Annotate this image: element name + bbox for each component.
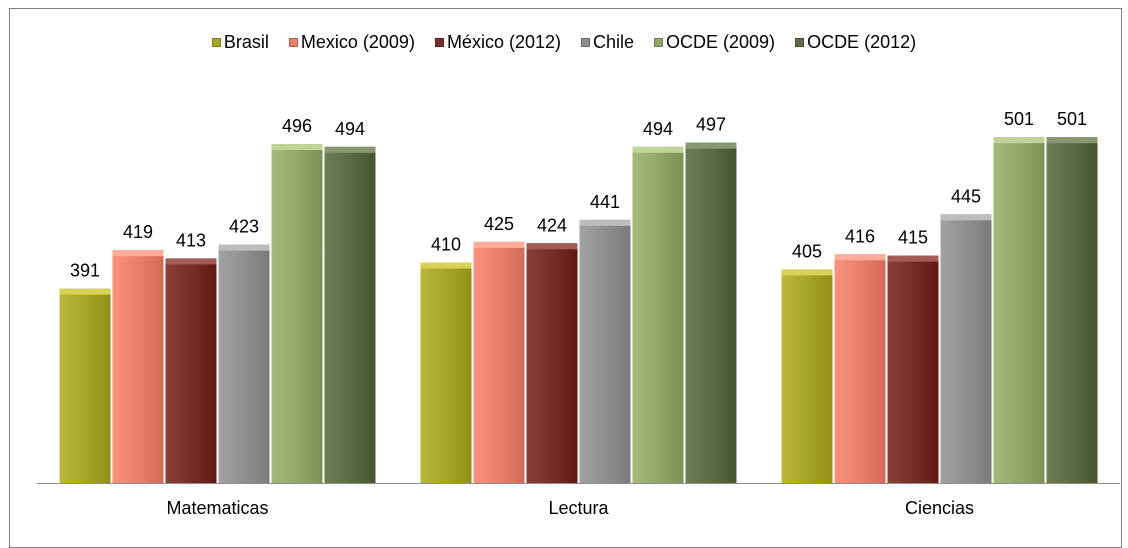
bar-top-bevel [59,288,111,295]
legend-item: Mexico (2009) [288,32,415,53]
data-label: 405 [792,241,822,261]
legend-item: México (2012) [434,32,561,53]
data-label: 494 [335,119,365,139]
legend-label: Chile [592,32,635,52]
bar-top-bevel [940,214,992,221]
data-label: 413 [176,230,206,250]
legend-label: OCDE (2012) [807,32,917,52]
bar-top-bevel [324,146,376,153]
legend-item: Brasil [211,32,269,53]
legend-swatch [288,38,298,47]
legend-item: OCDE (2012) [795,32,916,53]
bar [1046,137,1098,483]
bar-top-bevel [420,262,472,269]
bar [271,144,323,484]
bar-top-bevel [887,255,939,262]
bar-top-bevel [271,144,323,151]
bar-chart: 391 419 413 423 496 494 Matematicas 410 425 424 44… [37,109,1120,518]
legend-swatch [654,38,664,47]
data-label: 419 [123,222,153,242]
legend-label: OCDE (2009) [666,32,776,52]
bar-top-bevel [781,269,833,276]
legend-swatch [580,38,590,47]
bar [420,262,472,483]
legend-item: Chile [580,32,635,53]
bar [887,255,939,483]
bar-top-bevel [1046,137,1098,144]
data-label: 391 [70,261,100,281]
data-label: 445 [951,186,981,206]
legend-label: Mexico (2009) [300,32,415,52]
bar-top-bevel [526,243,578,250]
bar [993,137,1045,483]
bar [632,146,684,484]
chart-legend: Brasil Mexico (2009) México (2012) Chile OCD… [0,32,1128,53]
bar [59,288,111,483]
bar [781,269,833,483]
bar [526,243,578,483]
data-label: 496 [282,116,312,136]
x-tick-label: Matematicas [166,498,268,518]
bar-top-bevel [473,241,525,248]
bar [324,146,376,484]
bar-top-bevel [685,142,737,149]
x-tick-label: Lectura [548,498,609,518]
bar [218,244,270,483]
bar [579,219,631,483]
bar-top-bevel [834,254,886,261]
bar [165,258,217,483]
bar-top-bevel [165,258,217,265]
data-label: 425 [484,214,514,234]
data-label: 416 [845,226,875,246]
legend-label: Brasil [223,32,269,52]
data-label: 494 [643,119,673,139]
bar-top-bevel [579,219,631,226]
legend-item: OCDE (2009) [654,32,775,53]
data-label: 501 [1057,109,1087,129]
data-label: 423 [229,217,259,237]
data-label: 415 [898,228,928,248]
bar [685,142,737,483]
bar-top-bevel [112,250,164,257]
data-label: 424 [537,215,567,235]
data-label: 497 [696,115,726,135]
bar [834,254,886,483]
legend-swatch [795,38,805,47]
data-label: 501 [1004,109,1034,129]
data-label: 441 [590,192,620,212]
x-tick-label: Ciencias [905,498,974,518]
bar-top-bevel [993,137,1045,144]
data-label: 410 [431,235,461,255]
legend-swatch [434,38,444,47]
bar-top-bevel [632,146,684,153]
legend-swatch [211,38,221,47]
bar [473,241,525,483]
bar [940,214,992,484]
bar [112,250,164,483]
legend-label: México (2012) [446,32,561,52]
bar-top-bevel [218,244,270,251]
